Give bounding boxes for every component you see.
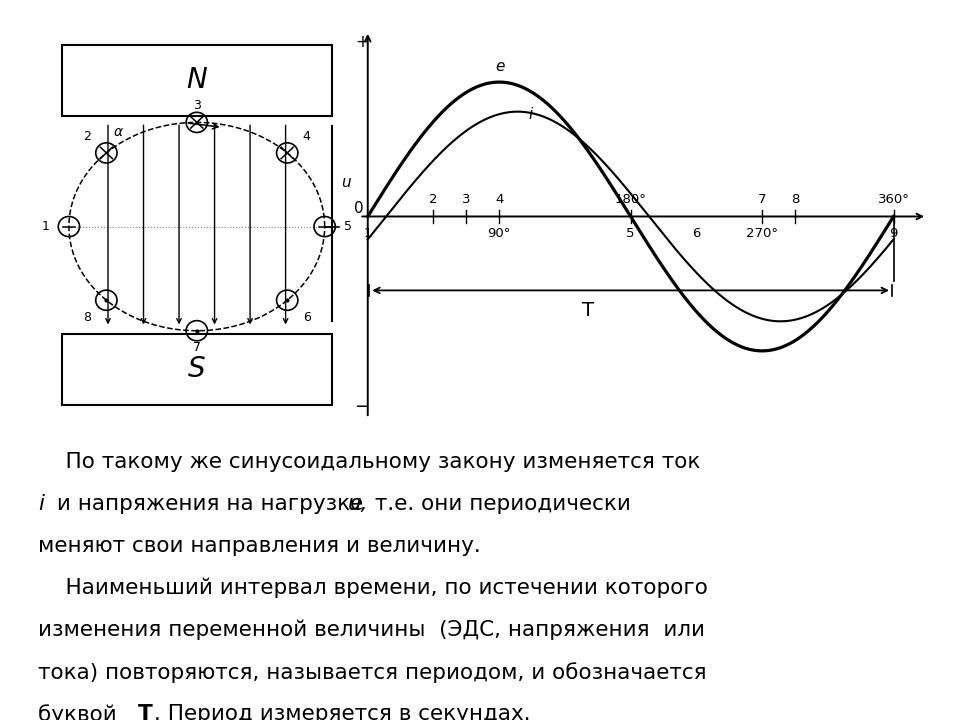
Text: По такому же синусоидальному закону изменяется ток: По такому же синусоидальному закону изме… bbox=[38, 452, 701, 472]
Text: и напряжения на нагрузке: и напряжения на нагрузке bbox=[50, 494, 371, 514]
Text: Наименьший интервал времени, по истечении которого: Наименьший интервал времени, по истечени… bbox=[38, 578, 708, 598]
Text: 3: 3 bbox=[462, 194, 470, 207]
Text: 8: 8 bbox=[791, 194, 799, 207]
Text: 7: 7 bbox=[193, 341, 201, 354]
Text: e: e bbox=[495, 59, 504, 74]
Text: N: N bbox=[186, 66, 207, 94]
Text: 8: 8 bbox=[83, 310, 91, 323]
Text: α: α bbox=[114, 125, 123, 140]
Text: 0: 0 bbox=[353, 201, 363, 216]
Text: i: i bbox=[38, 494, 44, 514]
Text: +: + bbox=[355, 32, 369, 50]
Text: тока) повторяются, называется периодом, и обозначается: тока) повторяются, называется периодом, … bbox=[38, 662, 707, 683]
Text: 180°: 180° bbox=[614, 194, 647, 207]
Text: 1: 1 bbox=[364, 227, 372, 240]
Text: . Период измеряется в секундах.: . Период измеряется в секундах. bbox=[154, 704, 531, 720]
Text: 5: 5 bbox=[344, 220, 351, 233]
Text: 4: 4 bbox=[495, 194, 503, 207]
Text: u,: u, bbox=[348, 494, 369, 514]
Text: u: u bbox=[341, 176, 350, 190]
Text: меняют свои направления и величину.: меняют свои направления и величину. bbox=[38, 536, 481, 556]
Text: S: S bbox=[188, 356, 205, 383]
Text: 2: 2 bbox=[429, 194, 438, 207]
FancyBboxPatch shape bbox=[61, 334, 332, 405]
Text: −: − bbox=[354, 398, 370, 416]
Text: T: T bbox=[582, 301, 594, 320]
Text: 9: 9 bbox=[889, 227, 898, 240]
Text: 2: 2 bbox=[83, 130, 91, 143]
Text: 7: 7 bbox=[757, 194, 766, 207]
Text: 90°: 90° bbox=[488, 227, 511, 240]
Text: изменения переменной величины  (ЭДС, напряжения  или: изменения переменной величины (ЭДС, напр… bbox=[38, 620, 705, 640]
Text: Т: Т bbox=[138, 704, 153, 720]
Text: т.е. они периодически: т.е. они периодически bbox=[368, 494, 631, 514]
Text: 3: 3 bbox=[193, 99, 201, 112]
Text: 5: 5 bbox=[626, 227, 635, 240]
Text: буквой: буквой bbox=[38, 704, 131, 720]
Text: 1: 1 bbox=[42, 220, 50, 233]
Text: 6: 6 bbox=[692, 227, 701, 240]
Text: 4: 4 bbox=[302, 130, 311, 143]
Text: 360°: 360° bbox=[877, 194, 909, 207]
Text: 270°: 270° bbox=[746, 227, 779, 240]
Text: i: i bbox=[529, 107, 533, 122]
Text: 6: 6 bbox=[302, 310, 311, 323]
FancyBboxPatch shape bbox=[61, 45, 332, 116]
